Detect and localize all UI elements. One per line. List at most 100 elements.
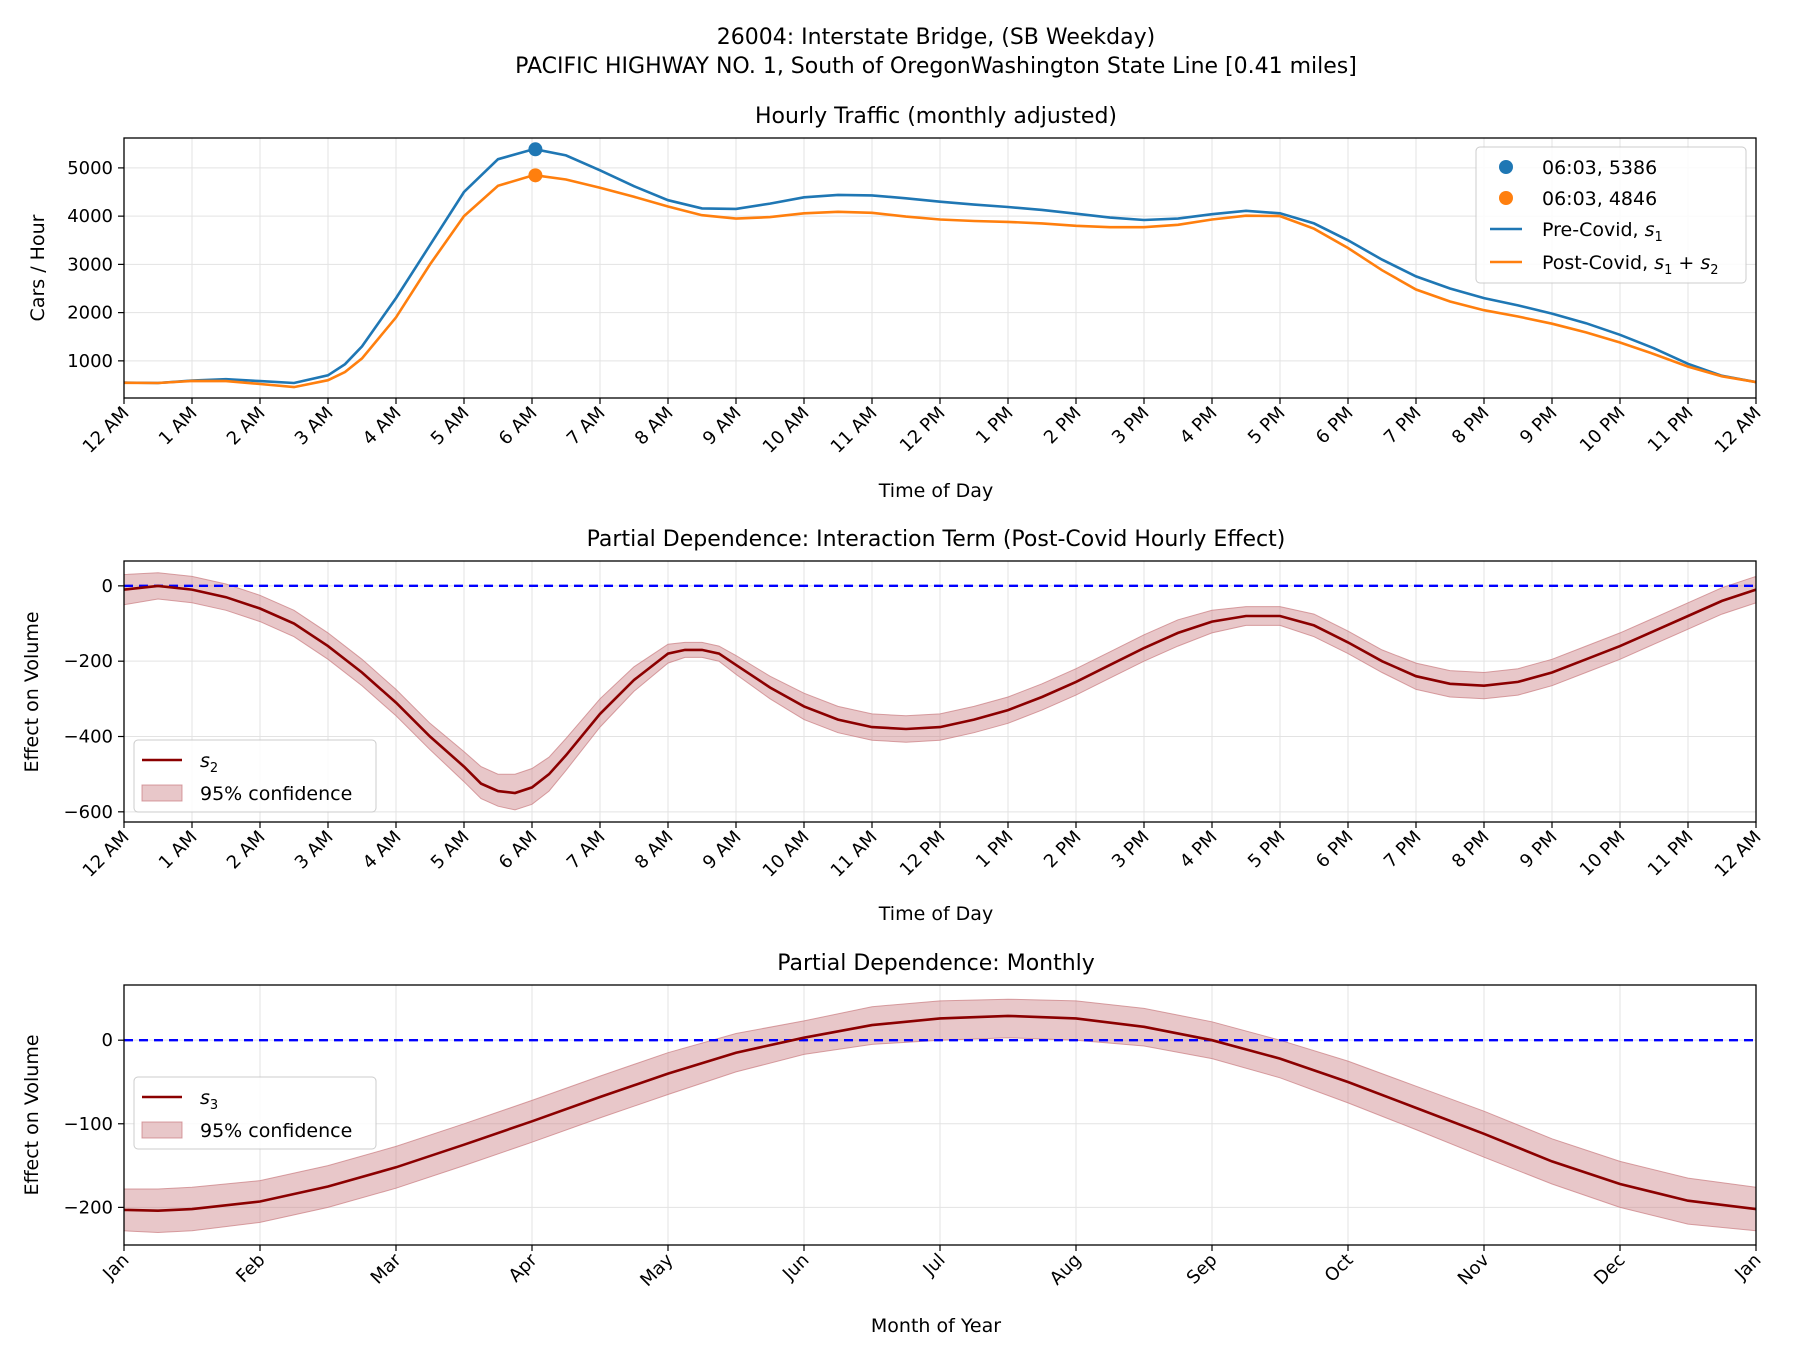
monthly-panel: Partial Dependence: Monthly Month of Yea… — [21, 951, 1766, 1337]
x-tick-label: 1 AM — [155, 403, 202, 450]
panel-title: Partial Dependence: Monthly — [777, 951, 1095, 976]
x-tick-label: 5 PM — [1244, 827, 1290, 873]
x-tick-label: Mar — [367, 1249, 406, 1288]
x-tick-label: 10 PM — [1576, 403, 1630, 457]
x-tick-label: 10 PM — [1576, 827, 1630, 881]
legend-box — [133, 1076, 377, 1150]
x-tick-label: 6 AM — [495, 827, 542, 874]
x-tick-label: May — [636, 1249, 677, 1290]
legend-label-series-1: Post-Covid, s1​ + s2​ — [1542, 252, 1719, 278]
y-axis-label: Effect on Volume — [21, 1034, 43, 1195]
x-axis-label: Time of Day — [878, 480, 993, 502]
x-tick-label: 9 PM — [1516, 403, 1562, 449]
x-tick-label: 6 AM — [495, 403, 542, 450]
x-tick-label: 7 PM — [1380, 403, 1426, 449]
legend-swatch-confidence — [141, 784, 183, 802]
legend-swatch-confidence — [141, 1121, 183, 1139]
x-tick-label: 4 AM — [359, 403, 406, 450]
x-tick-label: 3 PM — [1108, 827, 1154, 873]
x-tick-label: 12 PM — [896, 403, 950, 457]
legend-label-marker-0: 06:03, 5386 — [1542, 157, 1657, 179]
y-tick-label: −200 — [64, 651, 113, 672]
y-tick-label: −200 — [64, 1197, 113, 1218]
x-tick-label: Sep — [1183, 1250, 1222, 1289]
x-tick-label: 11 PM — [1644, 827, 1698, 881]
series-line-1 — [124, 173, 1756, 389]
x-tick-label: 5 PM — [1244, 403, 1290, 449]
y-axis-label: Cars / Hour — [27, 214, 49, 321]
y-tick-label: 0 — [102, 576, 113, 597]
legend-label-effect: s3​ — [200, 1087, 218, 1113]
suptitle-line1: 26004: Interstate Bridge, (SB Weekday) — [717, 25, 1155, 50]
x-tick-label: 9 PM — [1516, 827, 1562, 873]
x-tick-label: 9 AM — [699, 403, 746, 450]
y-tick-label: 1000 — [67, 351, 113, 372]
x-tick-label: 10 AM — [759, 403, 814, 458]
x-tick-label: Jul — [919, 1250, 950, 1281]
effect-line — [124, 584, 1756, 795]
legend-label-confidence: 95% confidence — [200, 783, 352, 805]
x-tick-label: 5 AM — [427, 403, 474, 450]
x-tick-label: 12 AM — [79, 827, 134, 882]
legend-label-series-0: Pre-Covid, s1​ — [1542, 219, 1663, 245]
x-tick-label: 8 AM — [631, 403, 678, 450]
y-tick-label: 3000 — [67, 254, 113, 275]
x-tick-label: 6 PM — [1312, 403, 1358, 449]
panel-title: Hourly Traffic (monthly adjusted) — [755, 104, 1117, 129]
x-tick-label: 2 AM — [223, 403, 270, 450]
x-tick-label: Dec — [1590, 1250, 1629, 1289]
peak-marker-1 — [528, 168, 543, 183]
legend-marker-1 — [1499, 191, 1513, 205]
x-tick-label: 10 AM — [759, 827, 814, 882]
x-tick-label: 4 PM — [1176, 403, 1222, 449]
confidence-band — [124, 998, 1756, 1234]
x-tick-label: Apr — [505, 1249, 542, 1286]
x-axis-label: Time of Day — [878, 903, 993, 925]
x-tick-label: 8 PM — [1448, 403, 1494, 449]
hourly-traffic-panel: Hourly Traffic (monthly adjusted) Time o… — [27, 104, 1766, 502]
x-tick-label: 8 PM — [1448, 827, 1494, 873]
x-tick-label: 2 PM — [1040, 403, 1086, 449]
x-tick-label: 12 AM — [1711, 403, 1766, 458]
x-tick-label: 4 AM — [359, 827, 406, 874]
legend-marker-0 — [1499, 160, 1513, 174]
y-tick-label: 5000 — [67, 158, 113, 179]
x-tick-label: 1 PM — [972, 827, 1018, 873]
legend-box — [133, 739, 377, 813]
x-tick-label: Jan — [98, 1250, 133, 1285]
peak-marker-0 — [528, 142, 543, 157]
plot-area — [124, 998, 1756, 1234]
x-tick-label: 12 PM — [896, 827, 950, 881]
legend: s2​ 95% confidence — [133, 739, 377, 813]
plot-area — [124, 572, 1756, 811]
y-axis-label: Effect on Volume — [21, 611, 43, 772]
x-tick-label: 1 PM — [972, 403, 1018, 449]
legend-label-confidence: 95% confidence — [200, 1120, 352, 1142]
x-tick-label: 11 AM — [827, 827, 882, 882]
confidence-band — [124, 572, 1756, 811]
x-tick-label: Jun — [778, 1250, 813, 1285]
y-tick-label: −400 — [64, 727, 113, 748]
y-tick-label: 0 — [102, 1030, 113, 1051]
x-tick-label: Nov — [1454, 1249, 1494, 1289]
legend-label-effect: s2​ — [200, 750, 218, 776]
x-tick-label: 8 AM — [631, 827, 678, 874]
x-tick-label: 4 PM — [1176, 827, 1222, 873]
y-tick-label: −100 — [64, 1114, 113, 1135]
legend-box — [1475, 146, 1747, 284]
x-tick-label: Aug — [1046, 1250, 1086, 1290]
suptitle-line2: PACIFIC HIGHWAY NO. 1, South of OregonWa… — [515, 54, 1357, 79]
x-tick-label: Feb — [232, 1250, 269, 1287]
y-tick-label: 2000 — [67, 303, 113, 324]
x-tick-label: 9 AM — [699, 827, 746, 874]
x-tick-label: Jan — [1730, 1250, 1765, 1285]
x-tick-label: 6 PM — [1312, 827, 1358, 873]
x-tick-label: 11 AM — [827, 403, 882, 458]
y-tick-label: −600 — [64, 802, 113, 823]
x-tick-label: 11 PM — [1644, 403, 1698, 457]
x-tick-label: 5 AM — [427, 827, 474, 874]
y-tick-label: 4000 — [67, 206, 113, 227]
x-tick-label: 12 AM — [79, 403, 134, 458]
x-tick-label: 3 AM — [291, 827, 338, 874]
